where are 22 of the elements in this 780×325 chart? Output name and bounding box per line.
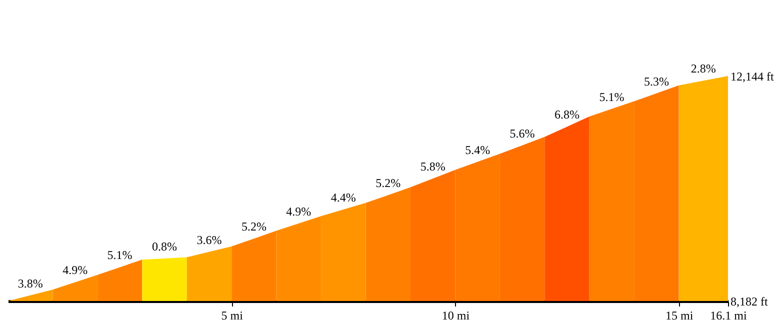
x-tick-label: 10 mi: [442, 308, 470, 322]
annotation: 5.8%: [420, 160, 446, 174]
annotation: 4.9%: [286, 204, 312, 218]
y-tick-label: 8,182 ft: [730, 294, 768, 308]
annotation: 2.8%: [690, 62, 716, 76]
annotation: 4.9%: [62, 263, 88, 278]
annotation: 5.1%: [599, 90, 624, 104]
annotation: 5.1%: [107, 248, 132, 262]
annotation: 4.4%: [330, 190, 356, 205]
annotation: 3.8%: [18, 276, 43, 290]
annotation: 5.2%: [241, 220, 266, 234]
annotation: 5.6%: [510, 126, 535, 140]
x-tick-label: 16.1 mi: [710, 308, 748, 322]
y-tick-label: 12,144 ft: [730, 70, 774, 84]
annotation: 5.3%: [644, 74, 669, 88]
x-tick-label: 5 mi: [221, 308, 244, 322]
annotation: 5.2%: [376, 176, 401, 190]
annotation: 0.8%: [152, 239, 178, 254]
x-tick-label: 15 mi: [665, 308, 694, 322]
annotation: 3.6%: [196, 232, 222, 247]
annotation: 5.4%: [465, 142, 490, 157]
annotation: 6.8%: [554, 108, 580, 122]
